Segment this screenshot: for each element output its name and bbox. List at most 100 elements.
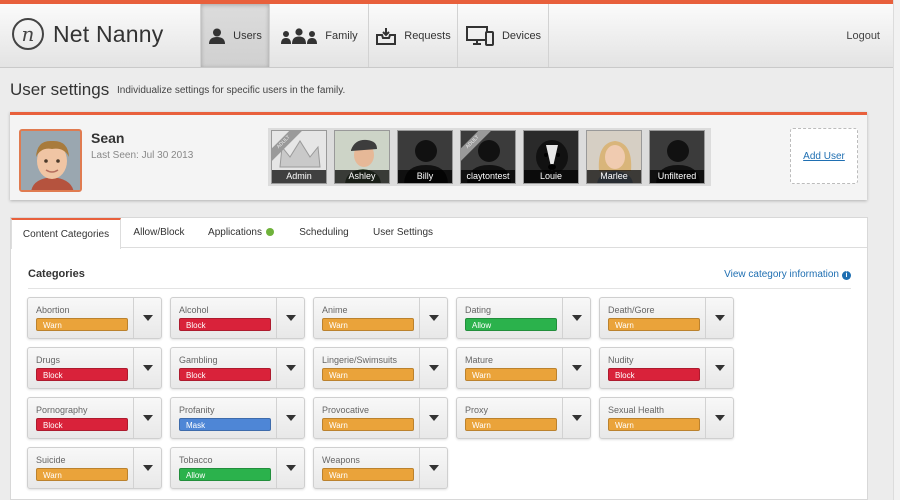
user-thumb-marlee[interactable]: Marlee <box>586 130 642 184</box>
category-status-badge[interactable]: Block <box>36 368 128 381</box>
nav-tab-requests[interactable]: Requests <box>368 4 457 67</box>
category-dropdown-button[interactable] <box>133 448 161 488</box>
category-dropdown-button[interactable] <box>276 398 304 438</box>
category-card: Profanity Mask <box>170 397 305 439</box>
category-dropdown-button[interactable] <box>133 298 161 338</box>
top-nav-bar: n Net Nanny Users Family Requests Device… <box>0 0 893 68</box>
logo-mark-icon: n <box>12 18 44 50</box>
content-panel: Content Categories Allow/Block Applicati… <box>10 217 868 500</box>
category-name: Anime <box>322 305 348 315</box>
tab-label: Applications <box>208 227 262 238</box>
category-name: Suicide <box>36 455 66 465</box>
user-thumb-ashley[interactable]: Ashley <box>334 130 390 184</box>
category-dropdown-button[interactable] <box>705 398 733 438</box>
tab-applications[interactable]: Applications <box>201 218 281 248</box>
category-card: Anime Warn <box>313 297 448 339</box>
category-card: Tobacco Allow <box>170 447 305 489</box>
category-status-badge[interactable]: Warn <box>322 418 414 431</box>
category-name: Nudity <box>608 355 634 365</box>
chevron-down-icon <box>571 365 582 371</box>
category-dropdown-button[interactable] <box>133 398 161 438</box>
dog-photo-icon <box>536 140 568 174</box>
category-status-badge[interactable]: Warn <box>465 368 557 381</box>
category-name: Death/Gore <box>608 305 655 315</box>
tab-allow-block[interactable]: Allow/Block <box>124 218 194 248</box>
category-name: Tobacco <box>179 455 213 465</box>
category-dropdown-button[interactable] <box>562 398 590 438</box>
page-title: User settings <box>10 80 110 99</box>
family-icon <box>281 27 318 44</box>
chevron-down-icon <box>285 415 296 421</box>
chevron-down-icon <box>428 415 439 421</box>
category-status-badge[interactable]: Block <box>36 418 128 431</box>
nav-tab-devices[interactable]: Devices <box>457 4 549 67</box>
category-card: Weapons Warn <box>313 447 448 489</box>
chevron-down-icon <box>142 315 153 321</box>
category-dropdown-button[interactable] <box>705 298 733 338</box>
tab-content-categories[interactable]: Content Categories <box>11 218 121 249</box>
tab-label: Allow/Block <box>133 227 185 238</box>
user-thumb-claytontest[interactable]: ADULT claytontest <box>460 130 516 184</box>
category-card: Suicide Warn <box>27 447 162 489</box>
nav-tab-label: Family <box>325 29 358 42</box>
category-dropdown-button[interactable] <box>419 348 447 388</box>
tab-user-settings[interactable]: User Settings <box>367 218 439 248</box>
user-thumb-billy[interactable]: Billy <box>397 130 453 184</box>
logo-text: Net Nanny <box>53 20 164 47</box>
category-status-badge[interactable]: Warn <box>322 368 414 381</box>
category-dropdown-button[interactable] <box>133 348 161 388</box>
category-status-badge[interactable]: Block <box>608 368 700 381</box>
category-grid: Abortion Warn Alcohol Block Anime Warn Dating A… <box>27 297 734 489</box>
tab-label: Content Categories <box>22 229 110 240</box>
tab-label: User Settings <box>372 227 434 238</box>
category-status-badge[interactable]: Warn <box>322 318 414 331</box>
chevron-down-icon <box>142 365 153 371</box>
category-status-badge[interactable]: Warn <box>608 418 700 431</box>
nav-tab-users[interactable]: Users <box>200 4 269 67</box>
user-icon <box>209 28 226 44</box>
user-thumb-admin[interactable]: ADULT Admin <box>271 130 327 184</box>
chevron-down-icon <box>571 415 582 421</box>
chevron-down-icon <box>142 465 153 471</box>
chevron-down-icon <box>714 365 725 371</box>
page-scrollbar[interactable] <box>893 0 900 500</box>
nav-tab-family[interactable]: Family <box>269 4 368 67</box>
category-status-badge[interactable]: Mask <box>179 418 271 431</box>
category-dropdown-button[interactable] <box>276 448 304 488</box>
category-dropdown-button[interactable] <box>562 348 590 388</box>
logout-link[interactable]: Logout <box>846 30 880 42</box>
category-card: Alcohol Block <box>170 297 305 339</box>
category-card: Abortion Warn <box>27 297 162 339</box>
category-name: Sexual Health <box>608 405 665 415</box>
user-thumb-unfiltered[interactable]: Unfiltered <box>649 130 705 184</box>
view-category-info-link[interactable]: View category information i <box>724 269 851 280</box>
categories-heading: Categories <box>28 268 85 280</box>
chevron-down-icon <box>285 465 296 471</box>
user-thumb-louie[interactable]: Louie <box>523 130 579 184</box>
category-status-badge[interactable]: Warn <box>36 318 128 331</box>
net-nanny-logo[interactable]: n Net Nanny <box>12 18 163 50</box>
category-status-badge[interactable]: Warn <box>465 418 557 431</box>
category-dropdown-button[interactable] <box>276 298 304 338</box>
add-user-button[interactable]: Add User <box>790 128 858 184</box>
category-status-badge[interactable]: Block <box>179 318 271 331</box>
chevron-down-icon <box>428 365 439 371</box>
category-dropdown-button[interactable] <box>562 298 590 338</box>
category-status-badge[interactable]: Warn <box>322 468 414 481</box>
chevron-down-icon <box>428 315 439 321</box>
category-dropdown-button[interactable] <box>419 298 447 338</box>
category-card: Sexual Health Warn <box>599 397 734 439</box>
category-dropdown-button[interactable] <box>276 348 304 388</box>
category-status-badge[interactable]: Warn <box>36 468 128 481</box>
category-status-badge[interactable]: Allow <box>179 468 271 481</box>
tab-scheduling[interactable]: Scheduling <box>293 218 355 248</box>
category-status-badge[interactable]: Warn <box>608 318 700 331</box>
category-dropdown-button[interactable] <box>419 398 447 438</box>
category-name: Alcohol <box>179 305 209 315</box>
category-dropdown-button[interactable] <box>705 348 733 388</box>
category-dropdown-button[interactable] <box>419 448 447 488</box>
category-status-badge[interactable]: Allow <box>465 318 557 331</box>
user-panel: Sean Last Seen: Jul 30 2013 ADULT Admin … <box>10 112 867 200</box>
chevron-down-icon <box>714 415 725 421</box>
category-status-badge[interactable]: Block <box>179 368 271 381</box>
